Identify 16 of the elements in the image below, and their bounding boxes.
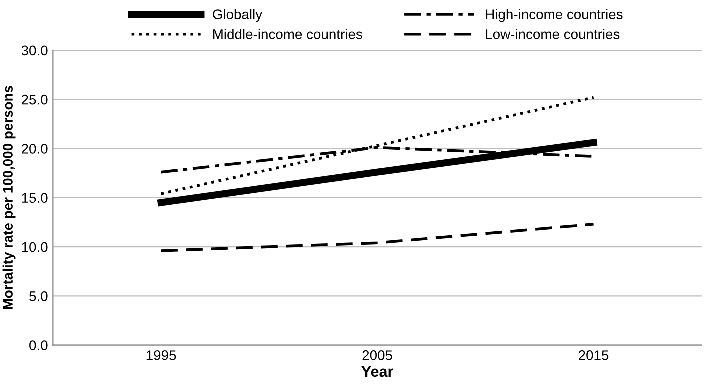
y-tick-label: 15.0 <box>22 193 48 204</box>
legend-label: Middle-income countries <box>214 29 362 40</box>
legend-label: Low-income countries <box>486 29 620 40</box>
y-axis-title: Mortality rate per 100,000 persons <box>2 86 16 310</box>
y-tick-label: 30.0 <box>22 46 48 56</box>
y-tick-label: 5.0 <box>30 292 48 302</box>
y-tick-label: 0.0 <box>30 340 48 350</box>
x-axis-title: Year <box>362 366 394 378</box>
x-tick-label: 2005 <box>362 350 392 360</box>
x-tick-label: 2015 <box>579 350 609 360</box>
x-tick-label: 1995 <box>146 350 176 360</box>
legend-label: High-income countries <box>486 9 623 22</box>
legend-label: Globally <box>213 9 263 22</box>
y-tick-label: 20.0 <box>22 144 48 154</box>
y-tick-label: 10.0 <box>22 242 48 252</box>
y-tick-label: 25.0 <box>22 94 48 105</box>
